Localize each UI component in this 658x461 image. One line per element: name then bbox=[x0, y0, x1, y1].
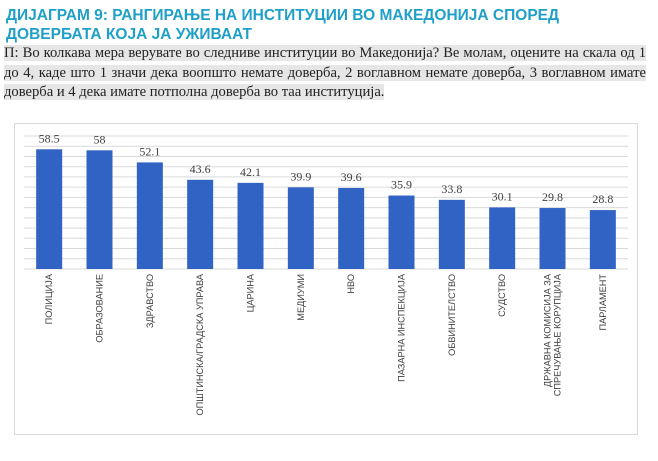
data-label: 29.8 bbox=[542, 190, 563, 204]
data-label: 33.8 bbox=[441, 182, 462, 196]
category-label: ЗДРАВСТВО bbox=[145, 274, 155, 328]
bar bbox=[539, 208, 566, 269]
data-label: 58.5 bbox=[39, 131, 60, 145]
bar bbox=[489, 207, 516, 269]
data-label: 28.8 bbox=[592, 192, 613, 206]
bar bbox=[86, 150, 113, 269]
data-label: 52.1 bbox=[139, 144, 160, 158]
bar bbox=[136, 162, 163, 269]
category-label: ДРЖАВНА КОМИСИЈА ЗА bbox=[543, 273, 553, 387]
bar bbox=[338, 187, 365, 269]
bar bbox=[589, 210, 616, 269]
category-label: МЕДИУМИ bbox=[296, 274, 306, 321]
bar bbox=[388, 195, 415, 269]
category-label: СУДСТВО bbox=[497, 274, 507, 317]
category-label: СПРЕЧУВАЊЕ КОРУПЦИЈА bbox=[553, 273, 563, 396]
category-label: НВО bbox=[346, 274, 356, 294]
chart-title: ДИЈАГРАМ 9: РАНГИРАЊЕ НА ИНСТИТУЦИИ ВО М… bbox=[6, 7, 560, 43]
bar bbox=[187, 179, 214, 269]
category-label: ЦАРИНА bbox=[246, 273, 256, 312]
category-label: ОБРАЗОВАНИЕ bbox=[95, 274, 105, 343]
data-label: 58 bbox=[94, 132, 106, 146]
bar-chart: 58.5 ПОЛИЦИЈА 58 ОБРАЗОВАНИЕ 52.1 ЗДРАВСТВО 43… bbox=[24, 131, 628, 416]
category-label: ПОЛИЦИЈА bbox=[44, 273, 54, 324]
chart-frame: 58.5 ПОЛИЦИЈА 58 ОБРАЗОВАНИЕ 52.1 ЗДРАВСТВО 43… bbox=[14, 123, 638, 435]
data-label: 30.1 bbox=[492, 189, 513, 203]
data-label: 39.9 bbox=[290, 169, 311, 183]
data-label: 42.1 bbox=[240, 165, 261, 179]
bar bbox=[287, 187, 314, 269]
bar bbox=[36, 149, 63, 269]
category-label: ПАРЛАМЕНТ bbox=[598, 274, 608, 331]
survey-question-text: П: Во колкава мера верувате во следниве … bbox=[4, 45, 646, 100]
data-label: 43.6 bbox=[190, 162, 211, 176]
survey-question: П: Во колкава мера верувате во следниве … bbox=[4, 44, 646, 103]
data-label: 39.6 bbox=[341, 170, 362, 184]
category-label: ОПШТИНСКА/ГРАДСКА УПРАВА bbox=[195, 273, 205, 415]
data-label: 35.9 bbox=[391, 178, 412, 192]
bar bbox=[237, 182, 264, 269]
category-label: ПАЗАРНА ИНСПЕКЦИЈА bbox=[397, 273, 407, 382]
category-label: ОБВИНИТЕЛСТВО bbox=[447, 274, 457, 356]
bar bbox=[438, 199, 465, 269]
